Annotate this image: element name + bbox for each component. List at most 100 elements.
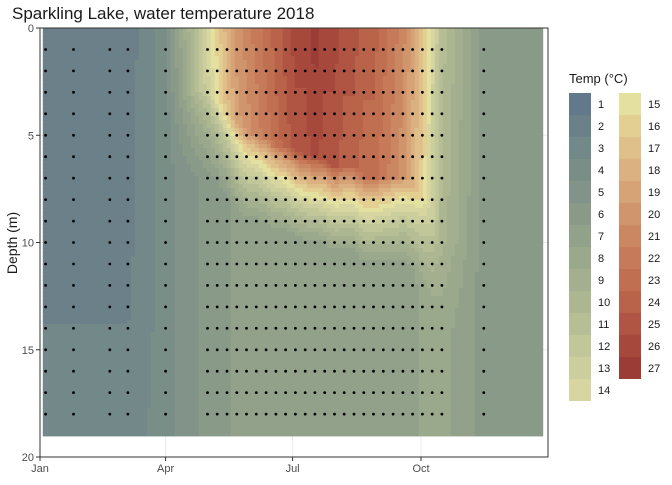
contour-cell [135,48,139,52]
contour-cell [135,200,139,204]
contour-cell [59,340,63,344]
contour-cell [55,92,59,96]
contour-cell [99,424,103,428]
contour-cell [155,108,159,112]
contour-cell [219,228,223,232]
contour-cell [103,344,107,348]
contour-cell [147,108,151,112]
contour-cell [87,324,91,328]
contour-cell [123,336,127,340]
contour-cell [123,80,127,84]
contour-cell [111,132,115,136]
contour-cell [111,164,115,168]
contour-cell [191,412,195,416]
contour-cell [199,360,203,364]
contour-cell [163,236,167,240]
contour-cell [215,248,219,252]
contour-cell [171,396,175,400]
contour-cell [123,360,127,364]
contour-cell [91,400,95,404]
contour-cell [103,56,107,60]
contour-cell [79,44,83,48]
contour-cell [59,292,63,296]
contour-cell [111,360,115,364]
contour-cell [63,344,67,348]
contour-cell [219,348,223,352]
contour-cell [63,120,67,124]
contour-cell [95,172,99,176]
contour-cell [135,352,139,356]
contour-cell [215,272,219,276]
contour-cell [175,388,179,392]
contour-cell [187,324,191,328]
contour-cell [47,304,51,308]
contour-cell [63,52,67,56]
contour-cell [163,36,167,40]
contour-cell [159,392,163,396]
contour-cell [87,412,91,416]
contour-cell [143,60,147,64]
contour-cell [235,44,239,48]
contour-cell [127,256,131,260]
contour-cell [119,364,123,368]
contour-cell [223,188,227,192]
contour-cell [191,100,195,104]
contour-cell [127,312,131,316]
contour-cell [87,364,91,368]
contour-cell [203,236,207,240]
contour-cell [55,68,59,72]
contour-cell [143,400,147,404]
contour-cell [67,276,71,280]
contour-cell [159,260,163,264]
contour-cell [171,272,175,276]
contour-cell [203,404,207,408]
contour-cell [51,128,55,132]
contour-cell [231,92,235,96]
contour-cell [207,420,211,424]
contour-cell [55,428,59,432]
contour-cell [175,316,179,320]
contour-cell [139,372,143,376]
contour-cell [103,300,107,304]
contour-cell [75,68,79,72]
contour-cell [231,252,235,256]
contour-cell [147,404,151,408]
contour-cell [151,228,155,232]
contour-cell [195,68,199,72]
contour-cell [127,416,131,420]
contour-cell [63,396,67,400]
contour-cell [75,348,79,352]
contour-cell [87,236,91,240]
contour-cell [227,232,231,236]
contour-cell [75,268,79,272]
contour-cell [63,268,67,272]
contour-cell [135,188,139,192]
contour-cell [83,264,87,268]
contour-cell [235,288,239,292]
contour-cell [235,248,239,252]
contour-cell [195,220,199,224]
contour-cell [231,268,235,272]
contour-cell [139,256,143,260]
contour-cell [103,168,107,172]
contour-cell [175,228,179,232]
contour-cell [179,112,183,116]
contour-cell [99,252,103,256]
contour-cell [167,292,171,296]
contour-cell [235,168,239,172]
contour-cell [223,396,227,400]
contour-cell [211,188,215,192]
contour-cell [151,248,155,252]
contour-cell [55,392,59,396]
contour-cell [155,60,159,64]
contour-cell [75,80,79,84]
contour-cell [183,412,187,416]
contour-cell [127,124,131,128]
contour-cell [155,144,159,148]
contour-cell [191,144,195,148]
contour-cell [59,220,63,224]
contour-cell [115,136,119,140]
contour-cell [223,356,227,360]
contour-cell [135,304,139,308]
contour-cell [99,244,103,248]
